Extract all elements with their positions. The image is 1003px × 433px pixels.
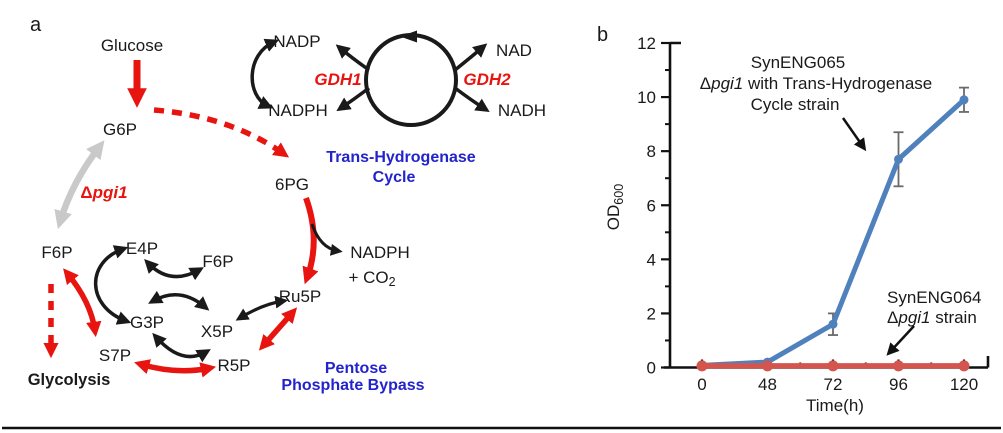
title-trans-hydrogenase-2: Cycle [373, 169, 416, 186]
annotation-arrow-to-red-curve [886, 325, 915, 356]
title-trans-hydrogenase-1: Trans-Hydrogenase [326, 149, 475, 166]
node-x5p: X5P [201, 322, 233, 341]
arrow-g3p-r5p [152, 332, 211, 363]
arrow-6pg-to-ru5p [302, 196, 319, 285]
gene-name: pgi1 [92, 183, 128, 202]
arrow-circle-to-nadph [336, 86, 371, 112]
arrow-circle-to-nad [453, 43, 488, 72]
y-axis-title-sub: 600 [612, 184, 626, 205]
node-nadp: NADP [273, 32, 320, 51]
x-tick-label: 48 [758, 375, 777, 394]
node-g3p: G3P [130, 313, 164, 332]
y-axis-title-main: OD [604, 205, 623, 231]
series-1-point [762, 360, 773, 372]
node-e4p: E4P [126, 239, 158, 258]
series-1-point [696, 360, 708, 372]
byproduct-co2-sub: 2 [389, 275, 396, 289]
arrow-x5p-ru5p [235, 295, 289, 321]
panel-a: a Glucose G6P 6PG F6P E4P F6P G3P X5P [28, 14, 546, 394]
x-tick-label: 72 [824, 375, 843, 394]
byproduct-co2-main: + CO [348, 268, 388, 287]
annotation-top-line2: Δpgi1 with Trans-Hydrogenase [700, 74, 932, 93]
y-tick-label: 12 [637, 34, 656, 53]
node-f6p: F6P [41, 243, 72, 262]
series-0-point [959, 95, 969, 105]
node-nadh: NADH [498, 101, 546, 120]
annotation-bottom-gene: pgi1 [897, 308, 930, 327]
node-glucose: Glucose [101, 36, 163, 55]
annotation-top-delta: Δ [700, 74, 711, 93]
node-s7p: S7P [99, 346, 131, 365]
arrow-circle-to-nadh [453, 86, 490, 113]
x-tick-label: 0 [697, 375, 706, 394]
arrow-s7p-r5p-red [134, 359, 217, 378]
annotation-top-line3: Cycle strain [751, 95, 840, 114]
node-ru5p: Ru5P [279, 287, 322, 306]
node-f6p-2: F6P [202, 252, 233, 271]
annotation-top-gene: pgi1 [710, 74, 743, 93]
title-pentose-1: Pentose [325, 360, 387, 377]
node-g6p: G6P [103, 120, 137, 139]
arrow-f6p-s7p-red [63, 268, 102, 338]
title-glycolysis: Glycolysis [28, 371, 111, 389]
arrow-g6p-f6p-blocked-gray [54, 140, 105, 229]
panel-a-label: a [30, 14, 42, 36]
y-tick-label: 10 [637, 88, 656, 107]
y-tick-label: 2 [647, 304, 656, 323]
panel-b-label: b [597, 24, 608, 46]
y-tick-label: 4 [647, 250, 656, 269]
node-r5p: R5P [217, 356, 250, 375]
series-0-point [828, 319, 838, 329]
annotation-bottom-rest: strain [931, 308, 977, 327]
arrow-dashed-g6p-to-6pg [153, 107, 290, 158]
annotation-bottom-line2: Δpgi1 strain [887, 308, 977, 327]
node-nadph: NADPH [268, 101, 328, 120]
arrow-branch-to-nadph-co2 [310, 223, 343, 256]
deletion-pgi1: Δpgi1 [80, 183, 127, 202]
series-1-point [893, 360, 904, 372]
arrow-e4p-f6p [144, 258, 204, 281]
byproduct-co2: + CO2 [348, 268, 395, 289]
y-axis-title: OD600 [604, 184, 626, 230]
y-tick-label: 0 [647, 359, 656, 378]
node-nad: NAD [496, 41, 532, 60]
x-tick-label: 96 [889, 375, 908, 394]
circle-direction-arrowhead [400, 30, 417, 43]
series-0-point [894, 154, 903, 164]
delta-symbol: Δ [80, 183, 92, 202]
trans-hydrogenase-circle [364, 33, 458, 127]
series-1-point [827, 360, 839, 372]
annotation-bottom-delta: Δ [887, 308, 898, 327]
x-tick-label: 120 [950, 375, 978, 394]
y-tick-label: 6 [647, 196, 656, 215]
annotation-bottom-line1: SynENG064 [887, 288, 982, 307]
annotation-syneng065: SynENG065 Δpgi1 with Trans-Hydrogenase C… [700, 53, 932, 152]
arrow-e4p-g3p [93, 245, 132, 325]
node-6pg: 6PG [275, 175, 309, 194]
annotation-top-line1: SynENG065 [751, 53, 846, 72]
x-axis-title: Time(h) [806, 396, 864, 415]
byproduct-nadph: NADPH [350, 243, 410, 262]
enzyme-gdh2: GDH2 [463, 70, 511, 89]
y-tick-label: 8 [647, 142, 656, 161]
arrow-ru5p-r5p-red [258, 307, 298, 351]
enzyme-gdh1: GDH1 [314, 70, 361, 89]
series-1-point [958, 360, 970, 372]
annotation-arrow-to-blue-curve [841, 117, 867, 152]
arrow-nadp-nadph-outer-cycle [250, 38, 280, 109]
annotation-syneng064: SynENG064 Δpgi1 strain [886, 288, 982, 356]
arrow-circle-to-nadp [335, 44, 371, 72]
title-pentose-2: Phosphate Bypass [281, 377, 424, 394]
arrow-g3p-x5p [148, 290, 210, 311]
annotation-top-rest: with Trans-Hydrogenase [743, 74, 932, 93]
